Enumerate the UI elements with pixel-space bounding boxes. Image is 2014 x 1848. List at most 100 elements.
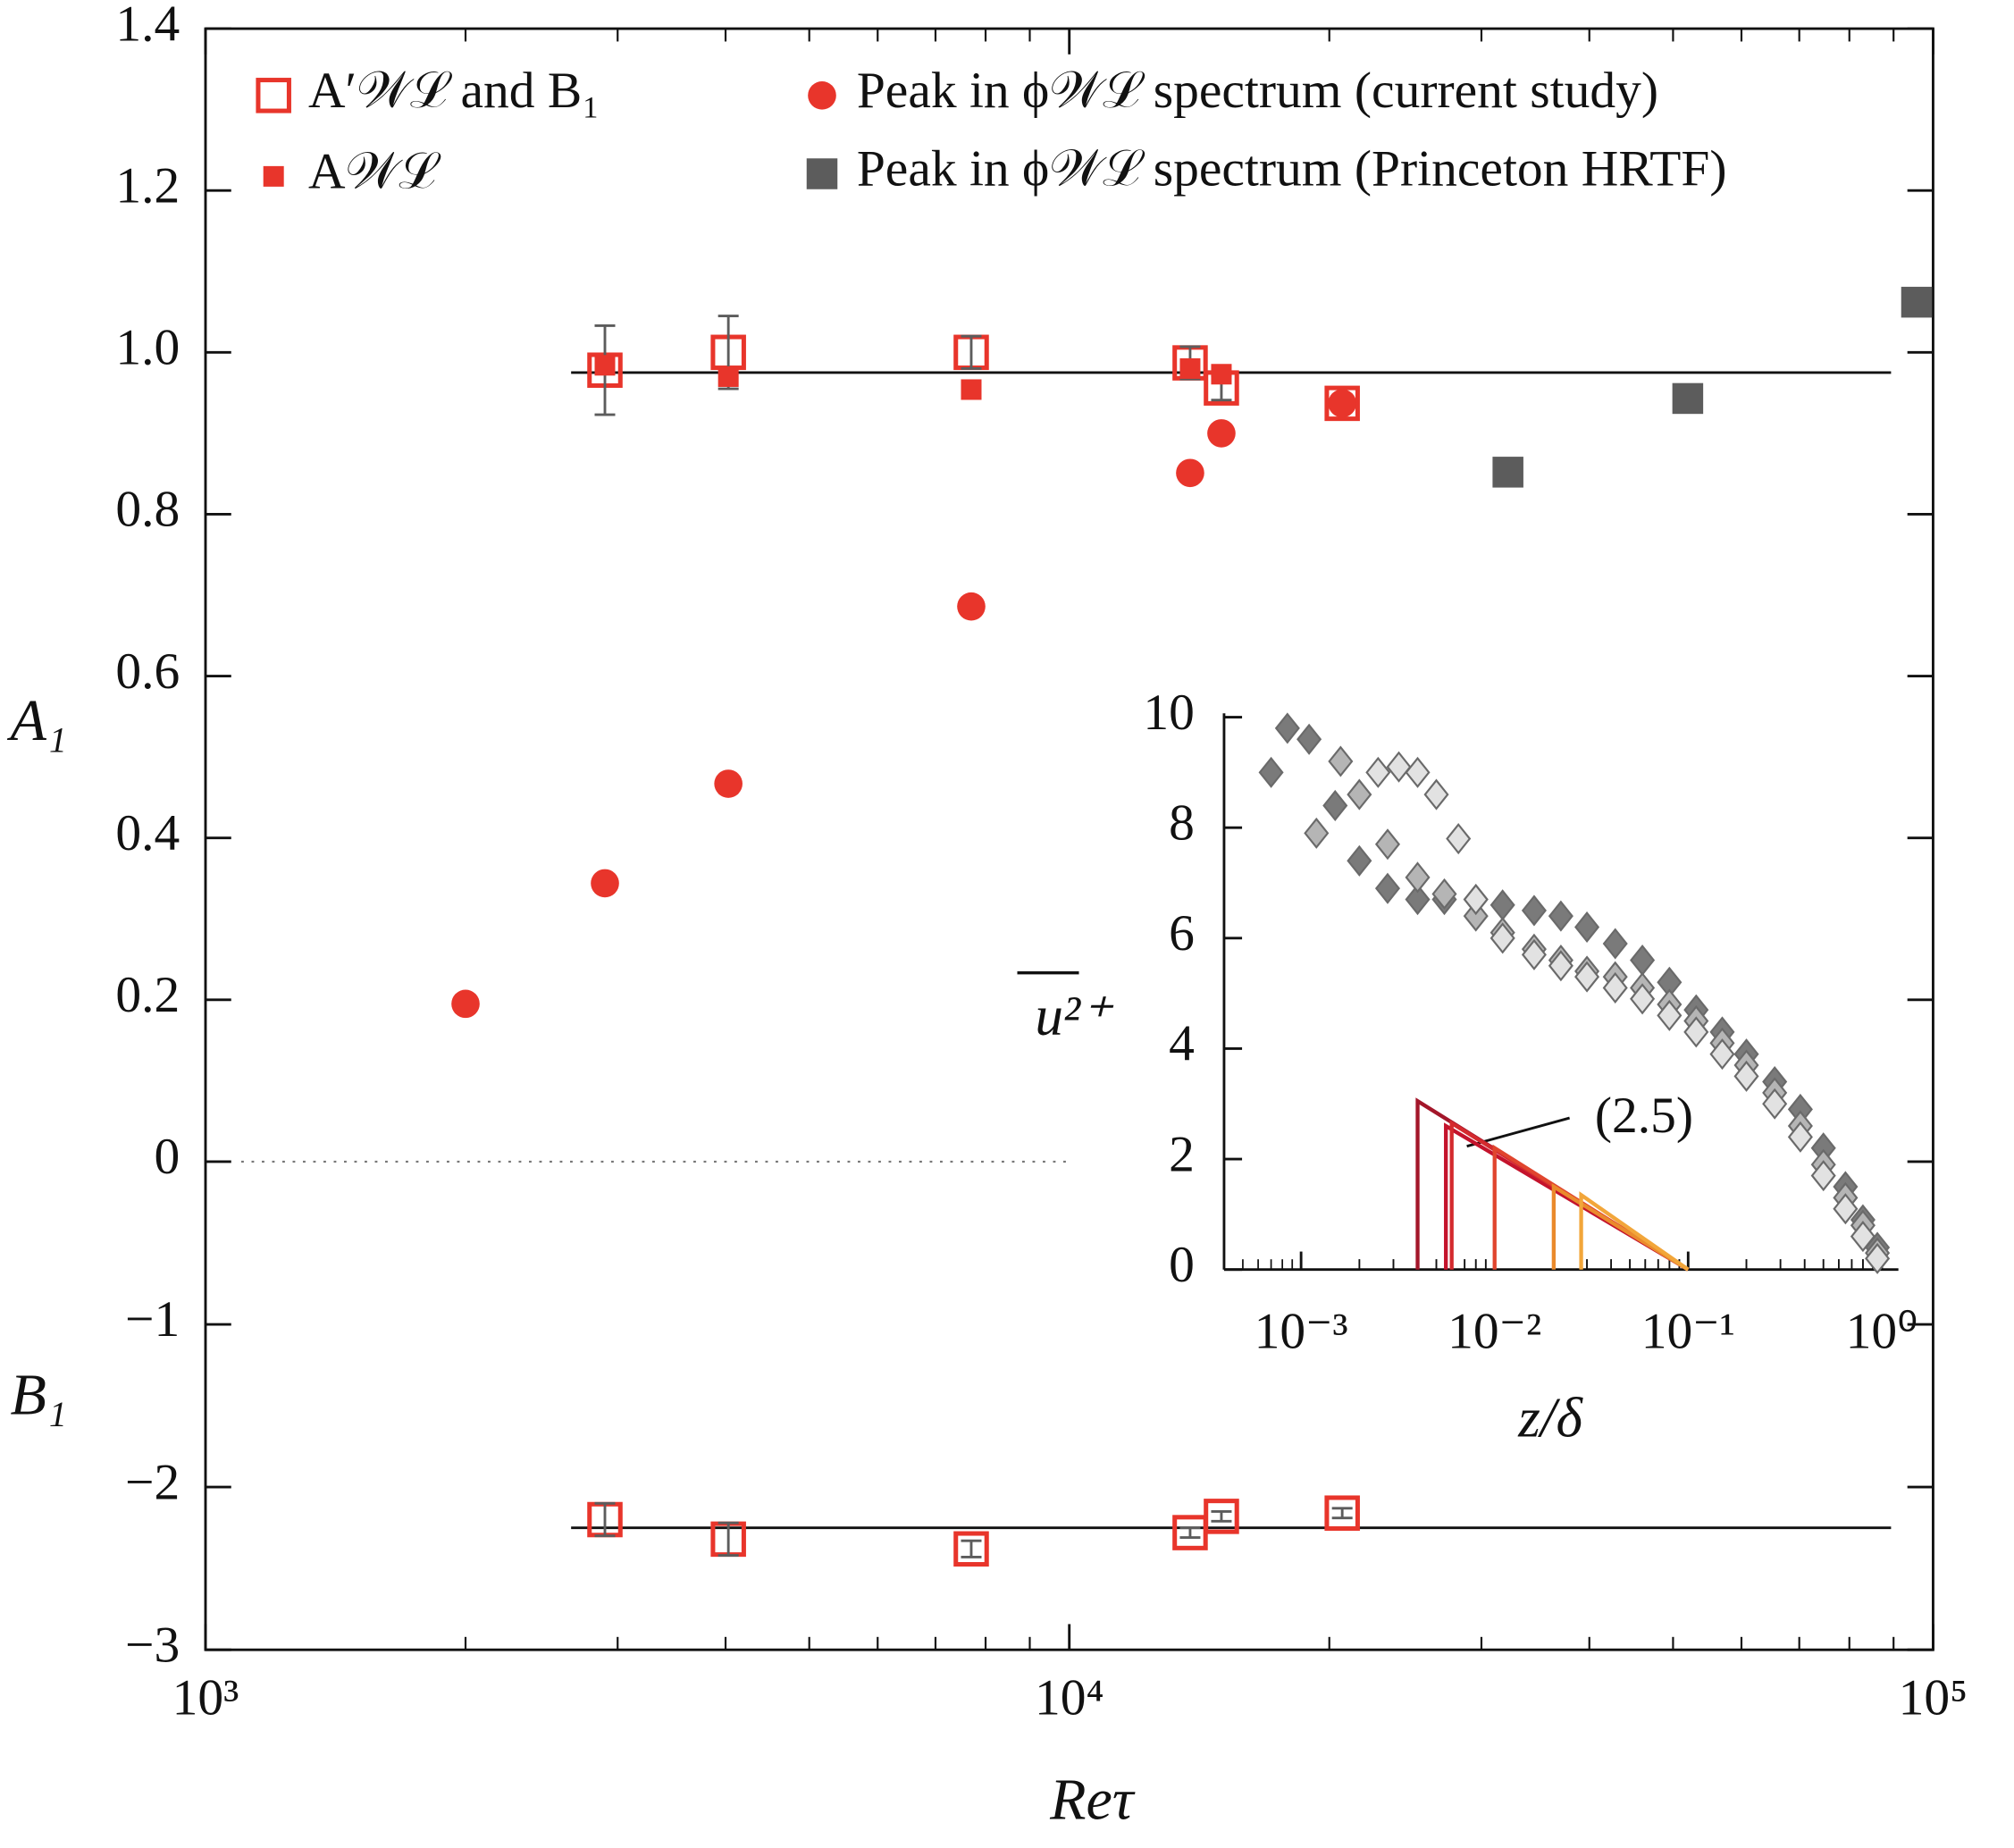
inset-y-axis-label: u²⁺ — [1035, 985, 1114, 1047]
inset-diamond — [1463, 900, 1489, 932]
inset-diamond — [1521, 938, 1547, 970]
data-point — [953, 1531, 989, 1567]
inset-diamond — [1787, 1121, 1813, 1153]
y-tick-label: 1.2 — [115, 157, 180, 214]
data-point — [1211, 364, 1232, 385]
data-point — [1328, 389, 1356, 418]
annotation: (2.5) — [1595, 1088, 1693, 1144]
data-point — [1179, 357, 1201, 379]
inset-diamond — [1810, 1160, 1836, 1192]
x-tick-label: 10³ — [172, 1669, 239, 1726]
inset-diamond — [1521, 895, 1547, 927]
error-bar — [717, 1521, 739, 1558]
x-tick-label: 10⁴ — [1035, 1669, 1104, 1726]
x-tick-label: 10⁵ — [1899, 1669, 1968, 1726]
inset-diamond — [1602, 971, 1628, 1004]
inset-diamond — [1463, 884, 1489, 916]
inset-y-tick-label: 0 — [1169, 1237, 1195, 1293]
y-tick-label: 0.2 — [115, 967, 180, 1023]
error-bar — [1211, 1509, 1232, 1523]
data-point — [591, 869, 619, 898]
y-tick-label: 0.6 — [115, 643, 180, 700]
inset-diamond — [1630, 983, 1656, 1015]
legend-marker — [808, 81, 836, 110]
data-point — [1176, 458, 1204, 488]
data-point — [717, 365, 739, 387]
inset-x-tick-label: 10⁻² — [1448, 1304, 1541, 1360]
legend-label: A′𝒲ℒ and B₁ — [308, 63, 600, 119]
inset-x-tick-label: 10⁰ — [1846, 1304, 1918, 1360]
data-point — [1324, 1495, 1360, 1532]
y-tick-label: 1.4 — [115, 0, 180, 52]
data-point — [1901, 286, 1933, 318]
inset-diamond — [1374, 872, 1401, 904]
legend-label: A𝒲ℒ — [308, 144, 441, 200]
inset-diamond — [1490, 922, 1515, 954]
inset-x-axis-label: z/δ — [1517, 1387, 1583, 1449]
error-bar — [961, 334, 982, 370]
inset-line — [1551, 1183, 1690, 1272]
inset-x-tick-label: 10⁻¹ — [1641, 1304, 1735, 1360]
inset-diamond — [1347, 778, 1372, 811]
legend-marker — [256, 78, 291, 113]
inset-diamond — [1347, 844, 1372, 877]
inset-diamond — [1423, 778, 1449, 811]
inset-diamond — [1328, 745, 1354, 777]
error-bar — [1331, 1507, 1353, 1520]
inset-diamond — [1762, 1088, 1788, 1120]
y-tick-label: 1.0 — [115, 320, 180, 376]
inset-diamond — [1258, 756, 1284, 788]
inset-line — [1579, 1191, 1690, 1272]
inset-y-tick-label: 8 — [1169, 794, 1195, 851]
inset-diamond — [1322, 789, 1348, 822]
inset-diamond — [1405, 884, 1431, 916]
inset-diamond — [1733, 1060, 1759, 1092]
y-tick-label: 0.4 — [115, 805, 180, 861]
legend-label: Peak in ϕ𝒲ℒ spectrum (current study) — [857, 63, 1658, 119]
inset-y-tick-label: 2 — [1169, 1126, 1195, 1182]
data-point — [451, 989, 480, 1019]
inset-diamond — [1304, 817, 1330, 849]
data-point — [1672, 382, 1704, 415]
y-tick-label: −1 — [125, 1291, 180, 1348]
inset-diamond — [1386, 751, 1412, 783]
inset-diamond — [1405, 861, 1431, 894]
y-tick-label: −3 — [125, 1617, 180, 1673]
inset-diamond — [1431, 878, 1457, 910]
legend-marker — [806, 158, 838, 189]
inset-diamond — [1657, 999, 1683, 1031]
data-point — [714, 769, 743, 798]
inset-y-tick-label: 6 — [1169, 905, 1195, 962]
inset-diamond — [1274, 712, 1300, 744]
inset-diamond — [1850, 1221, 1876, 1253]
inset-diamond — [1683, 1016, 1709, 1048]
y-tick-label: 0 — [155, 1129, 180, 1185]
y-axis-label: A₁ — [6, 688, 66, 753]
inset-diamond — [1405, 756, 1431, 788]
inset-diamond — [1446, 823, 1472, 855]
inset-x-tick-label: 10⁻³ — [1255, 1304, 1348, 1360]
y-tick-label: 0.8 — [115, 482, 180, 538]
inset-diamond — [1709, 1038, 1735, 1071]
inset-y-tick-label: 10 — [1143, 685, 1195, 741]
y-tick-label: −2 — [125, 1454, 180, 1510]
error-bar — [594, 1501, 616, 1538]
y-axis-label-2: B₁ — [10, 1362, 66, 1427]
inset-diamond — [1865, 1242, 1891, 1274]
inset-diamond — [1374, 828, 1401, 861]
error-bar — [1179, 1526, 1201, 1539]
data-point — [1324, 385, 1360, 422]
data-point — [594, 355, 616, 376]
data-point — [1207, 419, 1236, 448]
legend-marker — [263, 165, 284, 187]
inset-diamond — [1365, 756, 1391, 788]
inset-diamond — [1574, 961, 1600, 993]
inset-diamond — [1297, 723, 1322, 755]
inset-diamond — [1548, 950, 1573, 982]
data-point — [957, 592, 986, 621]
legend-label: Peak in ϕ𝒲ℒ spectrum (Princeton HRTF) — [857, 141, 1727, 197]
inset-diamond — [1548, 900, 1573, 932]
inset-diamond — [1602, 928, 1628, 960]
